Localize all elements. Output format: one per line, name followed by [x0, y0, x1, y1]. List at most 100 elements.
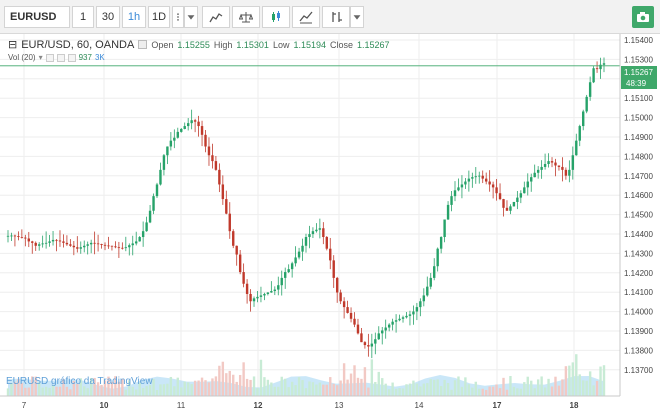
x-tick-label: 10 [100, 401, 109, 410]
volume-bar [218, 365, 221, 396]
candle-body [65, 242, 69, 245]
candles-icon[interactable] [262, 6, 290, 28]
y-tick-label: 1.14100 [624, 288, 653, 297]
watermark-link[interactable]: EURUSD gráfico da TradingView [6, 376, 153, 387]
compare-icon[interactable] [202, 6, 230, 28]
volume-bar [588, 371, 592, 396]
interval-1-button[interactable]: 1 [72, 6, 94, 28]
volume-bar [557, 385, 561, 396]
high-label: High [213, 39, 233, 50]
candle-body [311, 231, 315, 235]
volume-bar [58, 386, 62, 396]
volume-bar [277, 386, 280, 396]
candle-body [214, 161, 218, 170]
candle-body [523, 187, 526, 194]
volume-bar [405, 384, 408, 396]
x-tick-label: 17 [493, 401, 502, 410]
vol-settings-icon[interactable] [56, 53, 65, 62]
volume-bar [280, 376, 283, 396]
volume-bar [173, 386, 176, 396]
volume-bar [495, 384, 498, 396]
vol-dropdown-icon[interactable]: ▾ [38, 53, 43, 62]
candle-body [405, 315, 408, 318]
volume-bar [412, 380, 415, 396]
chart-grid [0, 34, 620, 396]
volume-bar [256, 388, 259, 396]
candle-body [221, 184, 225, 200]
volume-bar [290, 381, 294, 396]
candle-body [588, 82, 592, 97]
candle-body [394, 320, 398, 322]
candle-body [353, 318, 356, 325]
candle-body [342, 301, 346, 308]
volume-bar [162, 384, 166, 396]
candle-body [460, 184, 464, 188]
candle-body [162, 155, 166, 170]
interval-1d-button[interactable]: 1D [148, 6, 170, 28]
y-tick-label: 1.14600 [624, 191, 653, 200]
candle-body [76, 247, 79, 249]
volume-bar [464, 377, 467, 396]
time-axis[interactable]: 7 10 11 12 13 14 17 18 [22, 401, 579, 410]
vertical-dots-icon[interactable] [172, 6, 184, 28]
close-label: Close [330, 39, 354, 50]
volume-bar [294, 385, 297, 396]
volume-bar [24, 387, 27, 396]
caret-down-icon[interactable] [184, 6, 198, 28]
volume-bar [232, 374, 235, 396]
volume-bar [315, 384, 318, 396]
volume-bar [439, 386, 443, 396]
fx-icon[interactable] [322, 6, 350, 28]
vol-value-1: 937 [78, 53, 92, 62]
candle-body [571, 155, 575, 170]
candle-body [536, 169, 540, 173]
y-tick-label: 1.15100 [624, 94, 653, 103]
volume-bar [131, 386, 134, 396]
candle-body [284, 272, 287, 278]
candle-body [419, 301, 422, 308]
volume-bar [110, 381, 114, 396]
symbol-search-input[interactable]: EURUSD [4, 6, 70, 28]
vol-eye-icon[interactable] [45, 53, 54, 62]
candle-body [135, 241, 138, 244]
low-value: 1.15194 [293, 39, 327, 50]
candle-body [561, 166, 564, 170]
volume-bar [51, 385, 55, 396]
candle-body [505, 207, 509, 211]
volume-bar [69, 389, 72, 396]
interval-1h-button[interactable]: 1h [122, 6, 146, 28]
candle-body [453, 190, 457, 197]
interval-30-button[interactable]: 30 [96, 6, 120, 28]
volume-bar [356, 377, 360, 396]
volume-bar [360, 378, 363, 396]
vol-close-icon[interactable] [67, 53, 76, 62]
volume-bar [6, 388, 10, 396]
volume-bar [76, 383, 79, 396]
countdown-box [621, 78, 657, 89]
candle-body [377, 333, 380, 340]
candle-body [166, 146, 169, 156]
legend-settings-icon[interactable] [138, 40, 148, 49]
volume-bar [20, 383, 24, 396]
volume-bar [259, 359, 263, 396]
collapse-icon[interactable]: ⊟ [8, 39, 18, 51]
candle-body [232, 231, 235, 246]
candle-body [530, 177, 533, 182]
indicators-icon[interactable] [292, 6, 320, 28]
camera-icon[interactable] [632, 6, 654, 28]
candle-body [37, 244, 41, 246]
balance-icon[interactable] [232, 6, 260, 28]
volume-bar [221, 361, 225, 396]
tools-dropdown-caret-icon[interactable] [350, 6, 364, 28]
candle-body [96, 243, 100, 245]
volume-bar [62, 379, 65, 396]
volume-bar [478, 388, 481, 396]
candle-body [211, 155, 214, 162]
volume-bar [467, 384, 471, 396]
candle-body [318, 228, 322, 230]
candle-body [114, 246, 117, 248]
candle-body [599, 64, 602, 70]
candle-body [602, 63, 606, 65]
y-tick-label: 1.14200 [624, 269, 653, 278]
